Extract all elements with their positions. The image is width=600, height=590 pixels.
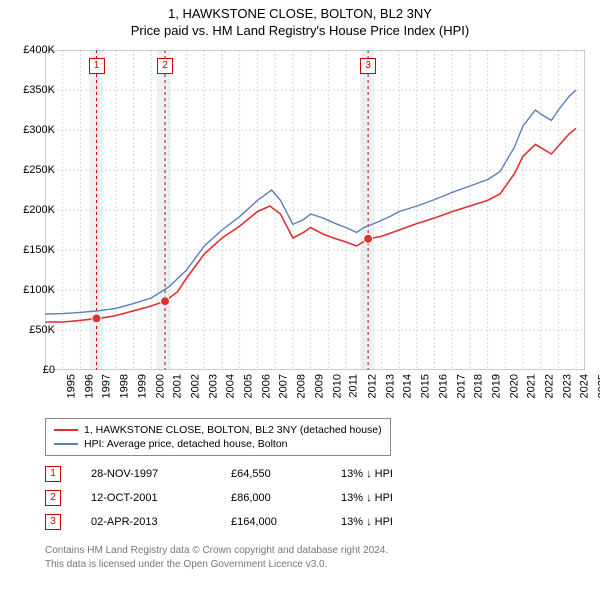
chart-container: 1, HAWKSTONE CLOSE, BOLTON, BL2 3NY Pric… <box>0 0 600 590</box>
x-tick-label: 2007 <box>278 374 290 398</box>
y-tick-label: £150K <box>10 244 55 256</box>
chart-svg <box>45 50 585 370</box>
x-tick-label: 2011 <box>348 374 360 398</box>
x-tick-label: 2017 <box>455 374 467 398</box>
footer-line: This data is licensed under the Open Gov… <box>45 558 388 572</box>
sale-price: £64,550 <box>231 468 341 480</box>
legend-item: HPI: Average price, detached house, Bolt… <box>54 437 382 451</box>
legend-swatch <box>54 429 78 431</box>
x-tick-label: 2008 <box>296 374 308 398</box>
sale-date: 12-OCT-2001 <box>91 492 231 504</box>
x-tick-label: 2001 <box>172 374 184 398</box>
x-tick-label: 2014 <box>402 374 414 398</box>
x-tick-label: 2003 <box>207 374 219 398</box>
x-tick-label: 2019 <box>490 374 502 398</box>
x-tick-label: 2025 <box>597 374 600 398</box>
sale-hpi: 13% ↓ HPI <box>341 516 441 528</box>
sale-hpi: 13% ↓ HPI <box>341 492 441 504</box>
sale-date: 02-APR-2013 <box>91 516 231 528</box>
sale-marker: 2 <box>45 490 61 506</box>
x-tick-label: 2023 <box>561 374 573 398</box>
sale-hpi: 13% ↓ HPI <box>341 468 441 480</box>
legend: 1, HAWKSTONE CLOSE, BOLTON, BL2 3NY (det… <box>45 418 391 456</box>
x-tick-label: 2016 <box>437 374 449 398</box>
sales-table: 1 28-NOV-1997 £64,550 13% ↓ HPI 2 12-OCT… <box>45 462 441 534</box>
x-tick-label: 2000 <box>154 374 166 398</box>
plot-area <box>45 50 585 370</box>
x-tick-label: 2020 <box>508 374 520 398</box>
x-tick-label: 1995 <box>65 374 77 398</box>
x-tick-label: 2012 <box>366 374 378 398</box>
x-tick-label: 1999 <box>136 374 148 398</box>
x-tick-label: 2018 <box>473 374 485 398</box>
y-tick-label: £250K <box>10 164 55 176</box>
y-tick-label: £100K <box>10 284 55 296</box>
footer-note: Contains HM Land Registry data © Crown c… <box>45 544 388 571</box>
sale-price: £164,000 <box>231 516 341 528</box>
legend-swatch <box>54 443 78 445</box>
x-tick-label: 1996 <box>83 374 95 398</box>
x-tick-label: 2005 <box>243 374 255 398</box>
legend-item: 1, HAWKSTONE CLOSE, BOLTON, BL2 3NY (det… <box>54 423 382 437</box>
x-tick-label: 2004 <box>225 374 237 398</box>
y-tick-label: £350K <box>10 84 55 96</box>
sale-price: £86,000 <box>231 492 341 504</box>
legend-label: HPI: Average price, detached house, Bolt… <box>84 438 288 450</box>
y-tick-label: £300K <box>10 124 55 136</box>
x-tick-label: 2021 <box>526 374 538 398</box>
y-tick-label: £50K <box>10 324 55 336</box>
legend-label: 1, HAWKSTONE CLOSE, BOLTON, BL2 3NY (det… <box>84 424 382 436</box>
x-tick-label: 2024 <box>579 374 591 398</box>
x-tick-label: 2009 <box>313 374 325 398</box>
footer-line: Contains HM Land Registry data © Crown c… <box>45 544 388 558</box>
sale-marker: 1 <box>45 466 61 482</box>
chart-subtitle: Price paid vs. HM Land Registry's House … <box>0 23 600 38</box>
x-tick-label: 2010 <box>331 374 343 398</box>
sale-marker: 3 <box>45 514 61 530</box>
y-tick-label: £0 <box>10 364 55 376</box>
chart-marker-label: 3 <box>360 58 376 74</box>
x-tick-label: 2006 <box>260 374 272 398</box>
title-block: 1, HAWKSTONE CLOSE, BOLTON, BL2 3NY Pric… <box>0 0 600 38</box>
x-tick-label: 2015 <box>420 374 432 398</box>
y-tick-label: £200K <box>10 204 55 216</box>
x-tick-label: 1998 <box>119 374 131 398</box>
x-tick-label: 1997 <box>101 374 113 398</box>
x-tick-label: 2022 <box>544 374 556 398</box>
x-tick-label: 2002 <box>189 374 201 398</box>
x-tick-label: 2013 <box>384 374 396 398</box>
sale-date: 28-NOV-1997 <box>91 468 231 480</box>
sales-row: 1 28-NOV-1997 £64,550 13% ↓ HPI <box>45 462 441 486</box>
chart-marker-label: 1 <box>89 58 105 74</box>
sales-row: 2 12-OCT-2001 £86,000 13% ↓ HPI <box>45 486 441 510</box>
chart-marker-label: 2 <box>157 58 173 74</box>
sales-row: 3 02-APR-2013 £164,000 13% ↓ HPI <box>45 510 441 534</box>
y-tick-label: £400K <box>10 44 55 56</box>
chart-title: 1, HAWKSTONE CLOSE, BOLTON, BL2 3NY <box>0 6 600 21</box>
